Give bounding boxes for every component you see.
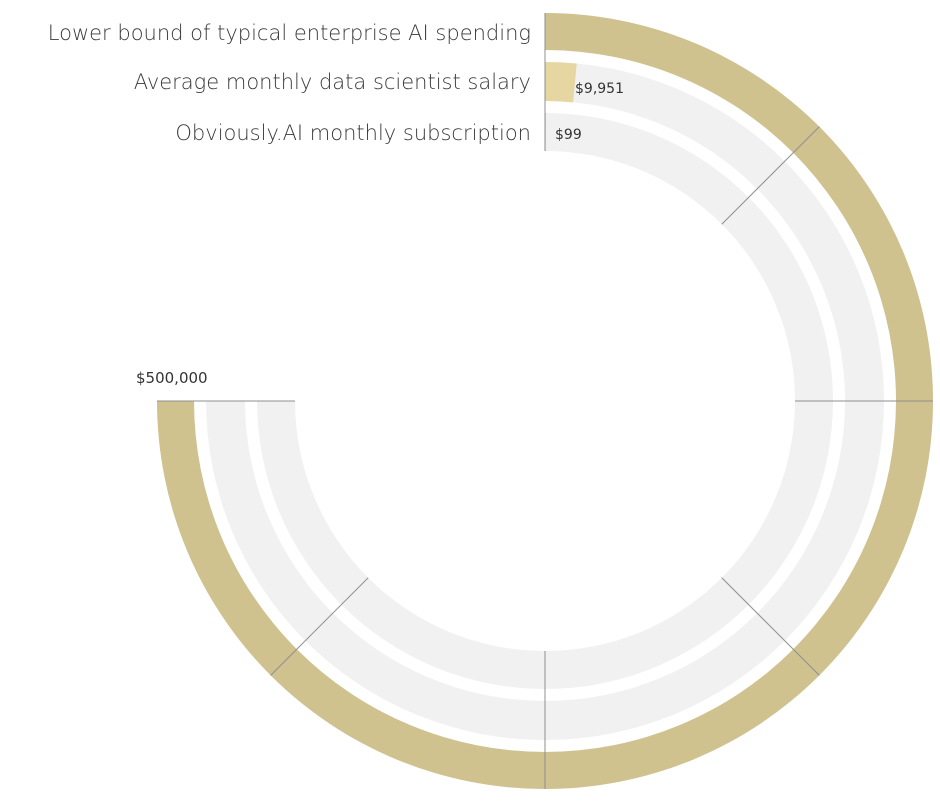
- row-label-enterprise: Lower bound of typical enterprise AI spe…: [48, 21, 531, 45]
- row-label-salary: Average monthly data scientist salary: [134, 70, 531, 94]
- bar-1: [545, 62, 577, 103]
- value-label-salary: $9,951: [575, 81, 624, 97]
- gridline-225: [270, 577, 369, 676]
- axis-max-label: $500,000: [136, 369, 208, 387]
- value-label-subscription: $99: [555, 127, 582, 143]
- gridline-45: [721, 126, 820, 225]
- gridlines: [157, 13, 933, 789]
- row-label-subscription: Obviously.AI monthly subscription: [175, 121, 531, 145]
- gridline-135: [721, 577, 820, 676]
